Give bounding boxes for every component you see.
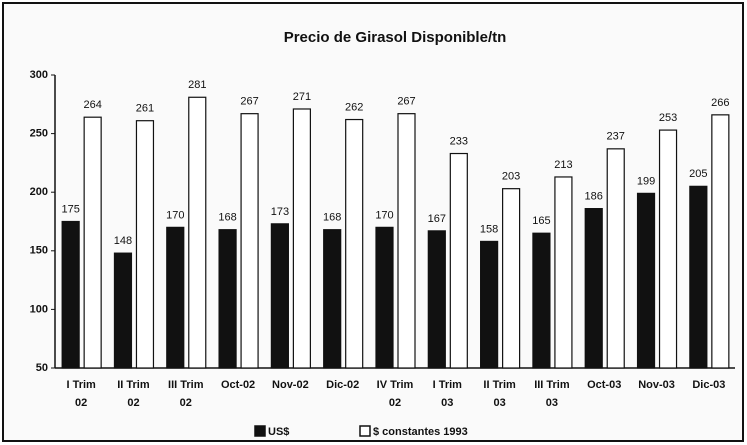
data-label: 233 — [450, 135, 468, 147]
bar — [323, 229, 342, 369]
bar — [658, 129, 678, 369]
bar — [270, 223, 289, 369]
data-label: 213 — [554, 159, 572, 171]
bar — [636, 192, 656, 369]
y-tick-label: 50 — [36, 362, 48, 374]
bar — [532, 232, 551, 369]
x-tick-label: Dic-02 — [326, 379, 359, 391]
y-tick-label: 300 — [30, 69, 48, 81]
data-label: 148 — [114, 235, 132, 247]
x-tick-label: I Trim 03 — [433, 379, 463, 409]
data-label: 261 — [136, 103, 154, 115]
bar — [135, 120, 155, 369]
data-label: 199 — [637, 175, 655, 187]
data-label: 168 — [323, 212, 341, 224]
bar — [345, 118, 364, 369]
data-label: 170 — [166, 209, 184, 221]
x-tick-label: Oct-03 — [587, 379, 621, 391]
data-label: 266 — [711, 97, 729, 109]
data-label: 264 — [83, 99, 101, 111]
x-tick-label: Nov-02 — [272, 379, 309, 391]
legend-label: US$ — [268, 426, 289, 438]
bar — [166, 226, 185, 369]
data-label: 175 — [61, 203, 79, 215]
data-label: 205 — [689, 168, 707, 180]
data-label: 262 — [345, 101, 363, 113]
data-label: 165 — [532, 215, 550, 227]
legend-label: $ constantes 1993 — [373, 426, 468, 438]
y-tick-label: 100 — [30, 303, 48, 315]
legend-swatch — [359, 425, 371, 437]
bar — [218, 229, 237, 369]
data-label: 168 — [218, 212, 236, 224]
x-tick-label: II Trim 03 — [483, 379, 516, 409]
chart-title: Precio de Girasol Disponible/tn — [284, 29, 507, 46]
bar — [427, 230, 446, 369]
bar — [554, 176, 573, 369]
x-tick-label: IV Trim 02 — [377, 379, 414, 409]
bar — [480, 240, 499, 369]
bar — [449, 152, 468, 369]
x-tick-label: III Trim 03 — [534, 379, 570, 409]
bar — [606, 148, 625, 369]
bar — [292, 108, 311, 369]
data-label: 281 — [188, 79, 206, 91]
bar — [689, 185, 708, 369]
data-label: 173 — [271, 206, 289, 218]
x-tick-label: Nov-03 — [638, 379, 675, 391]
bar — [113, 252, 133, 369]
bar — [375, 226, 394, 369]
data-label: 267 — [397, 96, 415, 108]
data-label: 170 — [375, 209, 393, 221]
x-tick-label: Dic-03 — [692, 379, 725, 391]
x-tick-label: II Trim 02 — [117, 379, 150, 409]
data-label: 203 — [502, 171, 520, 183]
data-label: 167 — [428, 213, 446, 225]
bar — [502, 188, 521, 369]
bar — [61, 220, 80, 369]
data-label: 158 — [480, 223, 498, 235]
bar — [240, 113, 259, 369]
bar — [711, 114, 730, 369]
y-tick-label: 150 — [30, 245, 48, 257]
y-tick-label: 250 — [30, 128, 48, 140]
data-label: 237 — [607, 131, 625, 143]
x-tick-label: Oct-02 — [221, 379, 255, 391]
bar — [83, 116, 102, 369]
y-tick-label: 200 — [30, 186, 48, 198]
bar — [397, 113, 416, 369]
data-label: 253 — [659, 112, 677, 124]
data-label: 271 — [293, 91, 311, 103]
bar — [584, 208, 603, 369]
data-label: 267 — [240, 96, 258, 108]
legend-swatch — [254, 425, 266, 437]
bar — [188, 96, 207, 369]
data-label: 186 — [585, 191, 603, 203]
x-tick-label: I Trim 02 — [66, 379, 96, 409]
x-tick-label: III Trim 02 — [168, 379, 204, 409]
